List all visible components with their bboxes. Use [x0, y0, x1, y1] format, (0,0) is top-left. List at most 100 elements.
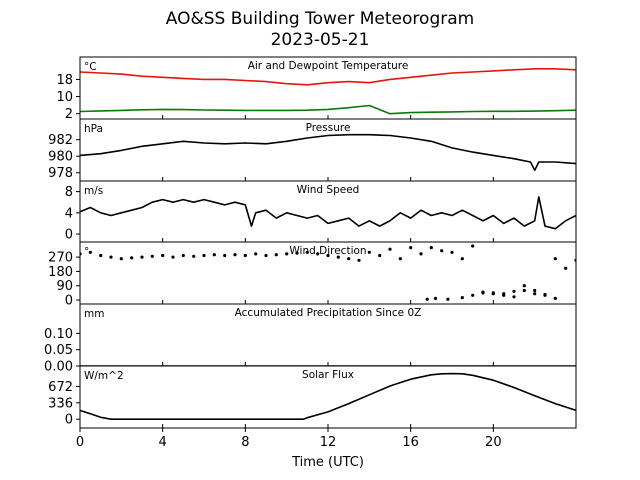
panel-4-point-55 — [481, 291, 485, 295]
panel-5-ytick-label-1: 0.00 — [44, 360, 73, 375]
panel-1-title: Air and Dewpoint Temperature — [248, 60, 409, 72]
panel-4-point-37 — [450, 250, 454, 254]
panel-2-title: Pressure — [306, 122, 351, 134]
panel-1-series-2-line — [80, 104, 576, 115]
panel-1-unit: °C — [84, 61, 97, 73]
panel-4-point-28 — [357, 258, 361, 262]
panel-1-ytick-label-1: 2 — [65, 107, 73, 122]
panel-3-unit: m/s — [84, 185, 103, 197]
panel-4-point-17 — [243, 253, 247, 258]
panel-4-point-25 — [326, 253, 330, 258]
panel-6-unit: W/m^2 — [84, 370, 124, 382]
panel-4-point-48 — [564, 266, 568, 270]
panel-6-ytick-label-2: 336 — [48, 396, 73, 411]
panel-4-point-21 — [285, 252, 289, 256]
panel-4-ytick-label-2: 90 — [56, 279, 73, 294]
panel-2-ytick-label-3: 982 — [48, 133, 73, 148]
panel-2-ytick-label-1: 978 — [48, 166, 73, 181]
panel-4-point-16 — [233, 253, 237, 257]
panel-4-point-23 — [305, 250, 309, 254]
panel-4-point-53 — [460, 296, 464, 300]
panel-4-point-35 — [429, 246, 433, 250]
panel-3-ytick-label-2: 4 — [65, 206, 73, 221]
panel-3-title: Wind Speed — [297, 184, 360, 196]
panel-4-point-8 — [150, 254, 154, 258]
panel-4-point-13 — [202, 253, 206, 258]
panel-4-point-6 — [130, 256, 134, 260]
panel-4-point-24 — [316, 252, 320, 256]
panel-1: 2 10 18 °C Air and Dewpoint Temperature — [56, 56, 577, 122]
panel-4-ytick-label-1: 0 — [65, 294, 73, 309]
panel-4-point-26 — [336, 255, 340, 259]
x-tick-label-2: 4 — [159, 435, 167, 450]
panel-4-point-15 — [223, 253, 227, 258]
panel-4-series-1 — [80, 244, 576, 301]
panel-4-point-10 — [171, 255, 175, 259]
panel-4-title: Wind Direction — [289, 245, 366, 257]
x-tick-label-4: 12 — [320, 435, 337, 450]
panel-4-point-43 — [512, 289, 516, 293]
panel-5-unit: mm — [84, 308, 104, 320]
panel-2-series-1-line — [80, 133, 576, 172]
panel-4-point-14 — [212, 253, 216, 257]
panel-4-point-36 — [440, 249, 444, 253]
x-tick-label-1: 0 — [76, 435, 84, 450]
panel-4-point-58 — [512, 295, 516, 299]
panel-4-point-39 — [471, 244, 475, 248]
panel-3-ytick-label-3: 8 — [65, 185, 73, 200]
panel-4-point-27 — [347, 257, 351, 261]
panel-4-point-59 — [522, 284, 526, 288]
panel-4-point-61 — [543, 292, 547, 297]
panel-4-point-38 — [460, 257, 464, 261]
panel-4-point-32 — [398, 257, 402, 261]
panel-4-point-29 — [367, 250, 371, 254]
panel-6-series-1-line — [80, 372, 576, 420]
panel-4-point-19 — [264, 253, 268, 258]
x-axis-label: Time (UTC) — [291, 455, 364, 470]
panel-4-point-34 — [419, 252, 423, 256]
panel-4-point-31 — [388, 247, 392, 251]
panel-4-point-12 — [192, 254, 196, 258]
panel-4-point-22 — [295, 251, 299, 255]
panel-6-title: Solar Flux — [302, 369, 354, 381]
panel-4-point-52 — [446, 297, 450, 301]
panel-4-point-47 — [553, 257, 557, 261]
figure-title-line2: 2023-05-21 — [271, 30, 370, 50]
panel-4-point-30 — [378, 253, 382, 258]
panel-1-ytick-label-3: 18 — [56, 73, 73, 88]
panel-4-point-18 — [254, 252, 258, 256]
panel-2-ytick-label-2: 980 — [48, 150, 73, 165]
x-axis: 0 4 8 12 16 20 — [76, 428, 502, 450]
panel-4-unit: ° — [84, 246, 89, 258]
panel-6-ytick-label-3: 672 — [48, 380, 73, 395]
panel-4-point-44 — [522, 288, 526, 293]
panel-3-series-1-line — [80, 196, 576, 230]
panel-4-point-54 — [471, 293, 475, 297]
panel-4-point-50 — [425, 297, 429, 301]
panel-4-point-9 — [161, 253, 165, 258]
panel-4-point-2 — [88, 250, 92, 254]
panel-4-point-4 — [109, 255, 113, 259]
panel-5: 0.00 0.050.10 mm Accumulated Precipitation … — [44, 303, 577, 375]
figure-title-line1: AO&SS Building Tower Meteorogram — [166, 9, 474, 29]
panel-4-point-11 — [181, 253, 185, 258]
panel-4-ytick-label-4: 270 — [48, 251, 73, 266]
panel-3-ytick-label-1: 0 — [65, 228, 73, 243]
panel-4-point-20 — [274, 253, 278, 257]
x-tick-label-6: 20 — [485, 435, 502, 450]
panel-5-ytick-label-2: 0.05 — [44, 343, 73, 358]
panel-2-unit: hPa — [84, 123, 103, 135]
panel-5-ytick-label-3: 0.10 — [44, 327, 73, 342]
panel-4-point-3 — [99, 253, 103, 258]
panel-4-point-57 — [502, 293, 506, 297]
panel-4-point-60 — [533, 288, 537, 293]
panel-4-ytick-label-3: 180 — [48, 265, 73, 280]
x-tick-label-5: 16 — [402, 435, 419, 450]
panel-4-point-45 — [533, 292, 537, 296]
x-tick-label-3: 8 — [241, 435, 249, 450]
panel-4-point-62 — [553, 296, 557, 300]
